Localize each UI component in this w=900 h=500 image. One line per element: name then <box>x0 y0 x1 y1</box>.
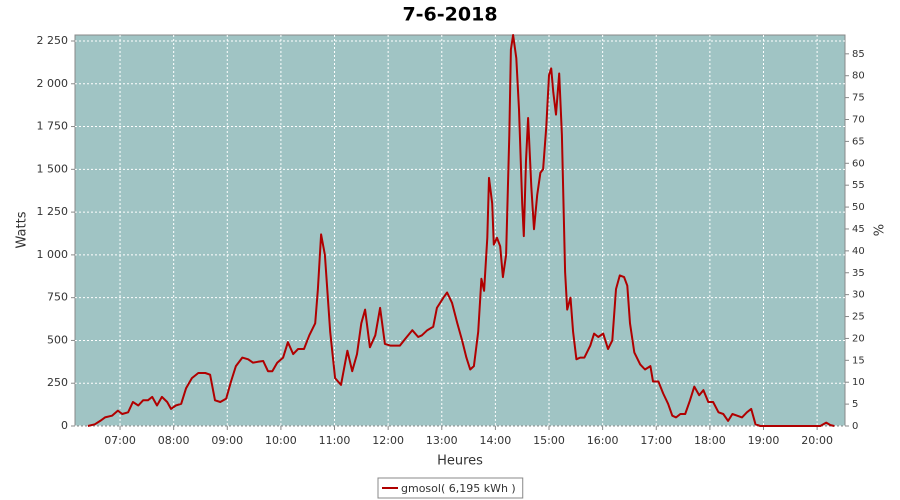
y2-tick-label: 55 <box>852 180 865 191</box>
x-tick-label: 10:00 <box>265 434 297 447</box>
legend-box <box>377 477 524 499</box>
y2-tick-label: 65 <box>852 136 865 147</box>
legend-label: gmosol( 6,195 kWh ) <box>401 482 516 495</box>
y2-tick-label: 10 <box>852 377 865 388</box>
y-tick-label: 1 000 <box>37 248 69 261</box>
y2-tick-label: 30 <box>852 290 865 301</box>
y-tick-label: 2 000 <box>37 77 69 90</box>
y-axis-title: Watts <box>15 211 30 248</box>
plot-area <box>74 34 846 427</box>
y-tick-label: 1 750 <box>37 120 69 133</box>
x-tick-label: 07:00 <box>104 434 136 447</box>
y2-tick-label: 80 <box>852 71 865 82</box>
y-tick-label: 2 250 <box>37 34 69 47</box>
x-axis-title: Heures <box>437 454 483 469</box>
y2-tick-label: 5 <box>852 399 858 410</box>
data-line <box>87 34 835 427</box>
y2-tick-label: 35 <box>852 268 865 279</box>
y2-tick-label: 70 <box>852 115 865 126</box>
y-tick-label: 500 <box>47 333 68 346</box>
y2-tick-label: 0 <box>852 421 858 432</box>
y-tick-label: 250 <box>47 376 68 389</box>
y2-tick-label: 50 <box>852 202 865 213</box>
x-tick-label: 19:00 <box>748 434 780 447</box>
y2-tick-label: 15 <box>852 355 865 366</box>
x-tick-label: 20:00 <box>801 434 833 447</box>
x-tick-label: 08:00 <box>158 434 190 447</box>
x-tick-label: 17:00 <box>640 434 672 447</box>
x-tick-label: 18:00 <box>694 434 726 447</box>
y2-tick-label: 40 <box>852 246 865 257</box>
y2-tick-label: 20 <box>852 333 865 344</box>
y2-tick-label: 45 <box>852 224 865 235</box>
y-tick-label: 1 500 <box>37 162 69 175</box>
x-tick-label: 12:00 <box>372 434 404 447</box>
x-tick-label: 11:00 <box>319 434 351 447</box>
x-tick-label: 09:00 <box>211 434 243 447</box>
y-tick-label: 750 <box>47 291 68 304</box>
chart-title: 7-6-2018 <box>402 4 497 26</box>
x-tick-label: 15:00 <box>533 434 565 447</box>
x-tick-label: 16:00 <box>587 434 619 447</box>
y-tick-label: 0 <box>61 419 68 432</box>
y-tick-label: 1 250 <box>37 205 69 218</box>
x-tick-label: 13:00 <box>426 434 458 447</box>
y2-tick-label: 85 <box>852 49 865 60</box>
y2-tick-label: 75 <box>852 93 865 104</box>
x-tick-label: 14:00 <box>480 434 512 447</box>
y2-axis-title: % <box>873 224 888 236</box>
y2-tick-label: 60 <box>852 158 865 169</box>
y2-tick-label: 25 <box>852 312 865 323</box>
